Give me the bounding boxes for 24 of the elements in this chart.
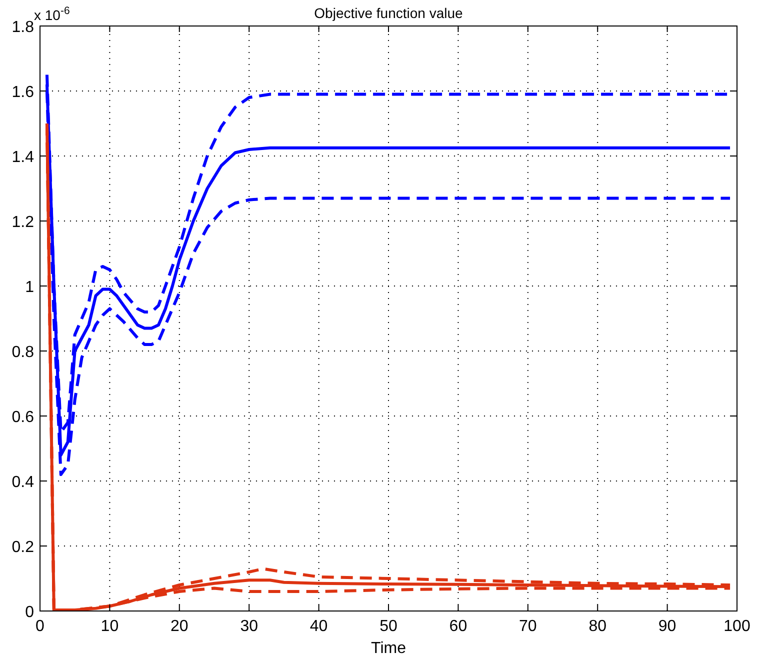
x-tick-label: 70	[519, 618, 537, 635]
x-tick-label: 60	[449, 618, 468, 635]
x-tick-label: 80	[588, 618, 607, 635]
y-tick-label: 1.4	[12, 149, 34, 166]
x-tick-label: 50	[380, 618, 398, 635]
y-tick-label: 1.8	[12, 19, 34, 36]
x-tick-label: 20	[170, 618, 188, 635]
x-tick-label: 90	[658, 618, 676, 635]
x-axis-title: Time	[371, 640, 406, 657]
y-tick-label: 0.4	[12, 474, 34, 491]
text: x 10$^{-6}$	[34, 5, 70, 23]
x-tick-label: 30	[240, 618, 258, 635]
y-tick-label: 1.2	[12, 214, 34, 231]
y-tick-label: 0	[25, 604, 34, 621]
chart-title: Objective function value	[314, 5, 464, 21]
x-tick-label: 40	[310, 618, 328, 635]
x-tick-label: 0	[36, 618, 45, 635]
x-tick-label: 10	[100, 618, 119, 635]
x-tick-label: 100	[724, 618, 750, 635]
y-tick-label: 1.6	[12, 84, 34, 101]
y-tick-label: 0.2	[12, 539, 34, 556]
y-tick-label: 1	[25, 279, 34, 296]
y-tick-label: 0.6	[12, 409, 34, 426]
y-tick-label: 0.8	[12, 344, 34, 361]
